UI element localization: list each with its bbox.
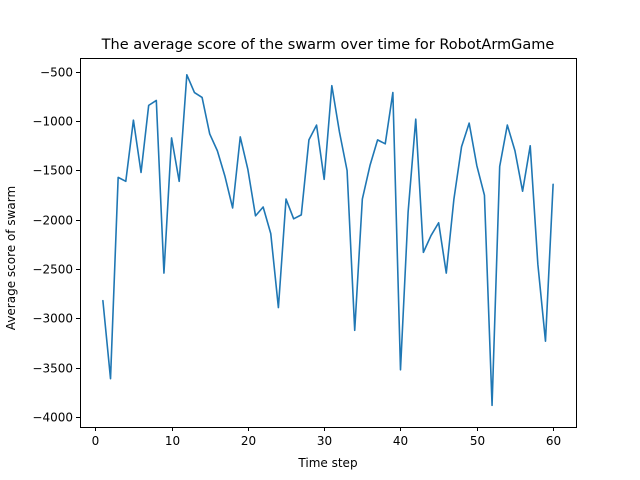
y-tick-label: −4000 xyxy=(32,411,73,425)
series-line-0 xyxy=(102,73,554,407)
x-tick-label: 50 xyxy=(470,434,485,448)
x-axis-label: Time step xyxy=(297,456,357,470)
y-tick-label: −2500 xyxy=(32,263,73,277)
plot-frame xyxy=(80,58,577,428)
y-tick-label: −500 xyxy=(40,66,73,80)
chart-title: The average score of the swarm over time… xyxy=(101,37,555,53)
plot-area: 0 10 20 30 40 50 60 −4000 −3500 −3000 −2500 −2000 −1… xyxy=(32,58,577,448)
x-tick-label: 30 xyxy=(317,434,332,448)
x-tick-label: 10 xyxy=(165,434,180,448)
y-tick-label: −1000 xyxy=(32,115,73,129)
y-tick-label: −2000 xyxy=(32,214,73,228)
x-tick-label: 20 xyxy=(241,434,256,448)
x-tick-label: 60 xyxy=(546,434,561,448)
y-tick-label: −3000 xyxy=(32,312,73,326)
x-tick-label: 40 xyxy=(393,434,408,448)
y-axis-label: Average score of swarm xyxy=(4,186,18,330)
y-tick-label: −1500 xyxy=(32,164,73,178)
y-tick-label: −3500 xyxy=(32,362,73,376)
x-tick-label: 0 xyxy=(92,434,100,448)
